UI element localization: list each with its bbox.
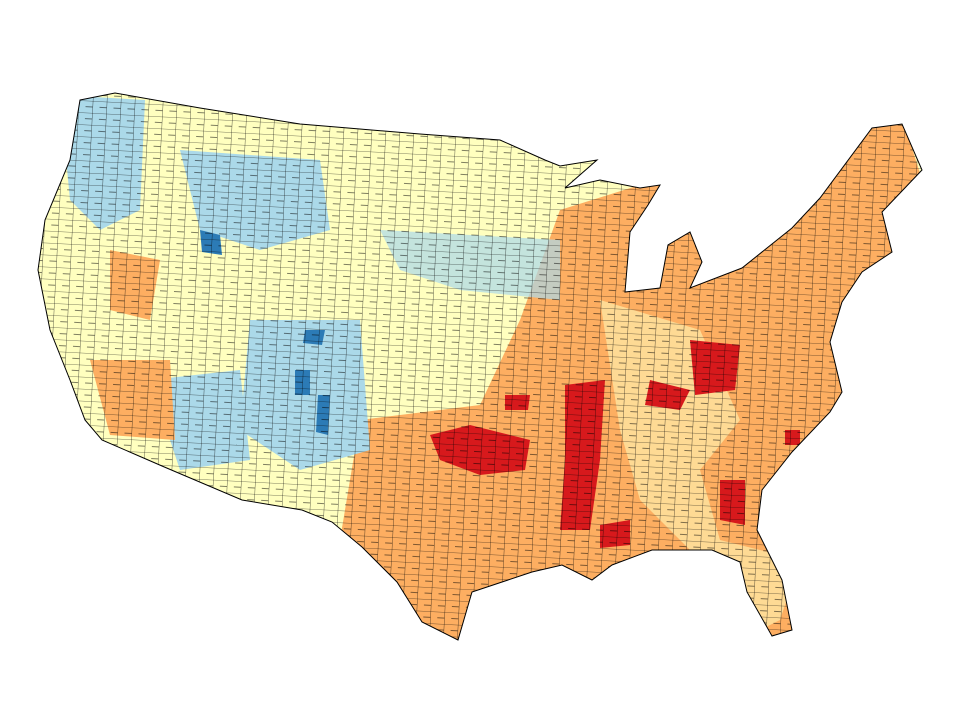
county-fills bbox=[38, 93, 922, 640]
page bbox=[37, 92, 923, 641]
county-borders bbox=[38, 93, 922, 640]
county-map bbox=[37, 92, 923, 641]
